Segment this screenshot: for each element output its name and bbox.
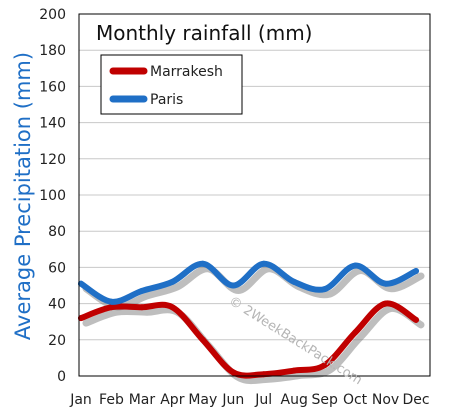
y-tick-label: 20 — [48, 333, 66, 349]
y-tick-label: 180 — [39, 43, 66, 59]
series-shadow-marrakesh — [82, 305, 425, 385]
y-tick-label: 160 — [39, 79, 66, 95]
x-tick-label: Sep — [311, 392, 338, 408]
y-tick-label: 60 — [48, 260, 66, 276]
data-point-paris-mar — [138, 287, 145, 294]
legend-label-paris: Paris — [150, 92, 183, 108]
data-point-marrakesh-feb — [108, 304, 115, 311]
legend: Marrakesh Paris — [100, 54, 243, 115]
data-point-paris-oct — [352, 262, 359, 269]
y-tick-label: 40 — [48, 297, 66, 313]
y-tick-labels: 0 20 40 60 80 100 120 140 160 180 200 — [39, 7, 66, 385]
series-shadows — [82, 265, 425, 385]
x-tick-label: Mar — [129, 392, 156, 408]
data-point-paris-apr — [169, 278, 176, 285]
x-tick-label: May — [188, 392, 217, 408]
x-tick-label: Jul — [254, 392, 272, 408]
x-tick-label: Jun — [221, 392, 244, 408]
data-point-paris-jul — [260, 260, 267, 267]
legend-label-marrakesh: Marrakesh — [150, 64, 223, 80]
data-point-marrakesh-sep — [321, 362, 328, 369]
data-point-marrakesh-dec — [413, 316, 419, 323]
data-point-marrakesh-jun — [230, 369, 237, 376]
data-point-marrakesh-oct — [352, 329, 359, 336]
y-tick-label: 100 — [39, 188, 66, 204]
data-point-marrakesh-nov — [382, 300, 389, 307]
data-point-marrakesh-apr — [169, 304, 176, 311]
y-tick-label: 0 — [57, 369, 66, 385]
data-point-paris-may — [199, 260, 206, 267]
x-tick-label: Apr — [160, 392, 184, 408]
data-point-paris-dec — [413, 268, 419, 275]
plot-area-border — [78, 13, 431, 377]
data-point-paris-aug — [291, 278, 298, 285]
data-point-paris-nov — [382, 280, 389, 287]
y-tick-label: 140 — [39, 116, 66, 132]
x-tick-label: Feb — [99, 392, 124, 408]
data-point-paris-feb — [108, 298, 115, 305]
y-tick-label: 80 — [48, 224, 66, 240]
data-point-paris-jun — [230, 282, 237, 289]
chart-title: Monthly rainfall (mm) — [96, 21, 312, 45]
x-tick-label: Dec — [402, 392, 429, 408]
x-tick-label: Nov — [372, 392, 399, 408]
x-tick-label: Jan — [69, 392, 92, 408]
legend-box — [100, 54, 243, 115]
y-axis-label: Average Precipitation (mm) — [11, 52, 35, 340]
y-tick-label: 200 — [39, 7, 66, 23]
data-point-marrakesh-mar — [138, 304, 145, 311]
data-point-marrakesh-aug — [291, 367, 298, 374]
x-tick-label: Oct — [343, 392, 368, 408]
x-tick-labels: Jan Feb Mar Apr May Jun Jul Aug Sep Oct Nov Dec — [69, 392, 429, 408]
x-tick-label: Aug — [281, 392, 308, 408]
grid-lines — [79, 49, 430, 341]
data-point-marrakesh-may — [199, 336, 206, 343]
data-point-paris-sep — [321, 286, 328, 293]
y-tick-label: 120 — [39, 152, 66, 168]
